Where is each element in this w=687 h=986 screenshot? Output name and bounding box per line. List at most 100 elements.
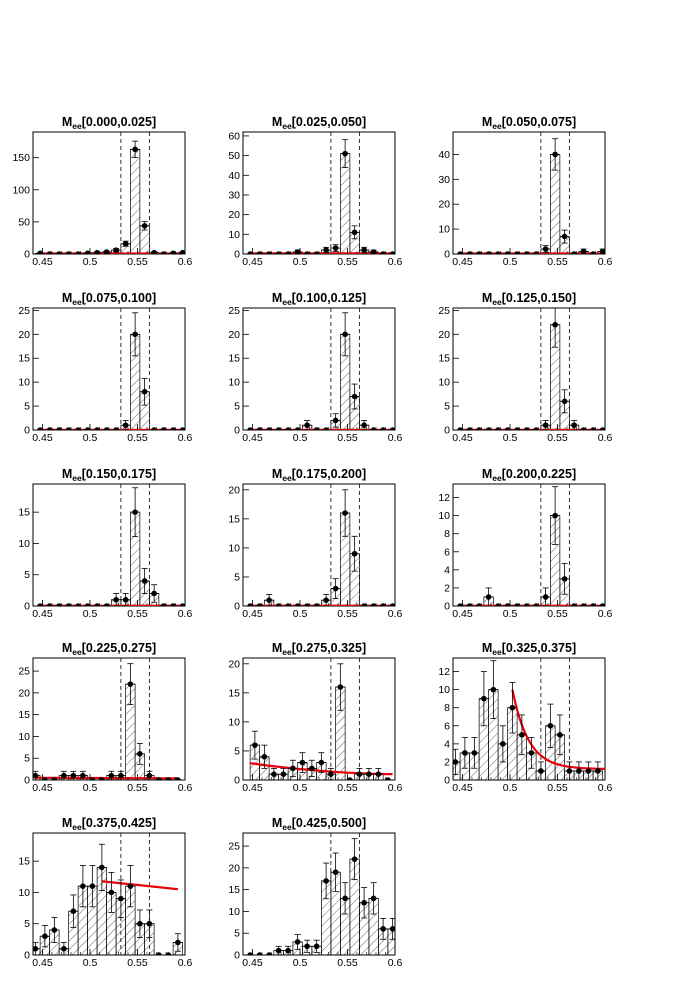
title-range: [0.225,0.275] (82, 641, 156, 655)
data-point (504, 251, 511, 254)
data-point (552, 512, 558, 519)
title-subscript: ee (282, 822, 292, 832)
title-range: [0.000,0.025] (82, 115, 156, 129)
data-point (389, 926, 395, 932)
title-subscript: ee (282, 121, 292, 131)
data-point (160, 251, 167, 254)
data-point (523, 251, 530, 254)
data-point (141, 222, 148, 229)
title-symbol: M (482, 641, 492, 655)
data-point (533, 251, 539, 254)
data-point (56, 603, 62, 606)
title-range: [0.075,0.100] (82, 291, 156, 305)
x-tick-label: 0.6 (598, 782, 613, 794)
data-point (137, 920, 143, 927)
x-tick-label: 0.55 (337, 608, 358, 620)
data-point (285, 251, 291, 254)
data-point (175, 777, 181, 780)
data-point (46, 603, 53, 606)
plot-frame (32, 483, 186, 607)
y-tick-label: 60 (228, 130, 240, 142)
panel-12: Mee[0.325,0.375] 0.45 0.5 0.55 0.6 0 2 4 6 8 10 12 (438, 641, 612, 794)
data-point (271, 771, 277, 777)
panel-14: Mee[0.425,0.500] 0.45 0.5 0.55 0.6 0 5 10 15 20 25 (228, 816, 402, 969)
data-point (356, 771, 363, 777)
data-point (509, 704, 516, 711)
plot-frame (242, 131, 396, 255)
x-tick-label: 0.55 (547, 256, 568, 268)
data-point (84, 427, 91, 430)
data-point (103, 603, 110, 606)
data-point (590, 603, 596, 606)
plot-area (245, 132, 395, 254)
data-point (481, 695, 487, 702)
x-tick-label: 0.45 (32, 957, 53, 969)
plot-area (455, 308, 605, 430)
data-point (247, 952, 253, 955)
y-tick-label: 10 (228, 906, 240, 918)
data-point (285, 947, 291, 954)
y-tick-label: 2 (444, 582, 450, 594)
data-point (519, 732, 525, 738)
x-tick-label: 0.55 (547, 432, 568, 444)
title-subscript: ee (282, 473, 292, 483)
data-point (113, 247, 119, 253)
data-point (122, 596, 129, 603)
plot-area (33, 658, 183, 780)
y-tick-label: 150 (12, 152, 30, 164)
data-point (51, 777, 58, 780)
data-point (37, 427, 43, 430)
data-point (113, 427, 119, 430)
y-tick-label: 0 (24, 425, 30, 437)
data-point (247, 251, 253, 254)
data-point (462, 750, 468, 756)
panel-title: Mee[0.375,0.425] (62, 816, 156, 832)
data-point (160, 603, 167, 606)
plot-frame (452, 307, 606, 431)
y-tick-label: 12 (438, 666, 450, 678)
data-point (332, 869, 339, 876)
y-tick-label: 12 (438, 492, 450, 504)
x-tick-label: 0.5 (503, 432, 518, 444)
x-tick-label: 0.55 (127, 432, 148, 444)
x-tick-label: 0.5 (293, 782, 308, 794)
x-tick-label: 0.6 (178, 256, 193, 268)
x-tick-label: 0.6 (598, 256, 613, 268)
data-point (89, 883, 96, 889)
title-symbol: M (482, 467, 492, 481)
data-point (46, 427, 53, 430)
data-point (542, 594, 549, 600)
data-point (275, 251, 282, 254)
data-point (165, 952, 172, 955)
data-point (65, 251, 72, 254)
data-point (566, 768, 573, 774)
y-tick-label: 15 (228, 513, 240, 525)
panel-title: Mee[0.050,0.075] (482, 115, 576, 131)
data-point (370, 249, 377, 254)
title-range: [0.325,0.375] (502, 641, 576, 655)
panel-6: Mee[0.125,0.150] 0.45 0.5 0.55 0.6 0 5 10 15 20 25 (438, 291, 612, 444)
data-point (266, 597, 272, 603)
plot-area (245, 484, 395, 606)
histogram-bar (340, 153, 351, 254)
title-range: [0.025,0.050] (292, 115, 366, 129)
plot-area (35, 132, 185, 254)
title-range: [0.275,0.325] (292, 641, 366, 655)
y-tick-label: 0 (24, 775, 30, 787)
plot-frame (452, 131, 606, 255)
data-point (127, 883, 134, 889)
y-tick-label: 0 (234, 601, 240, 613)
data-point (280, 771, 287, 777)
panel-title: Mee[0.225,0.275] (62, 641, 156, 657)
title-symbol: M (272, 291, 282, 305)
data-point (514, 427, 520, 430)
title-subscript: ee (72, 121, 82, 131)
data-point (495, 427, 501, 430)
panel-title: Mee[0.425,0.500] (272, 816, 366, 832)
data-point (500, 741, 506, 747)
data-point (37, 250, 43, 254)
data-point (495, 251, 501, 254)
data-point (332, 417, 339, 424)
data-point (571, 251, 577, 254)
x-tick-label: 0.6 (388, 608, 403, 620)
